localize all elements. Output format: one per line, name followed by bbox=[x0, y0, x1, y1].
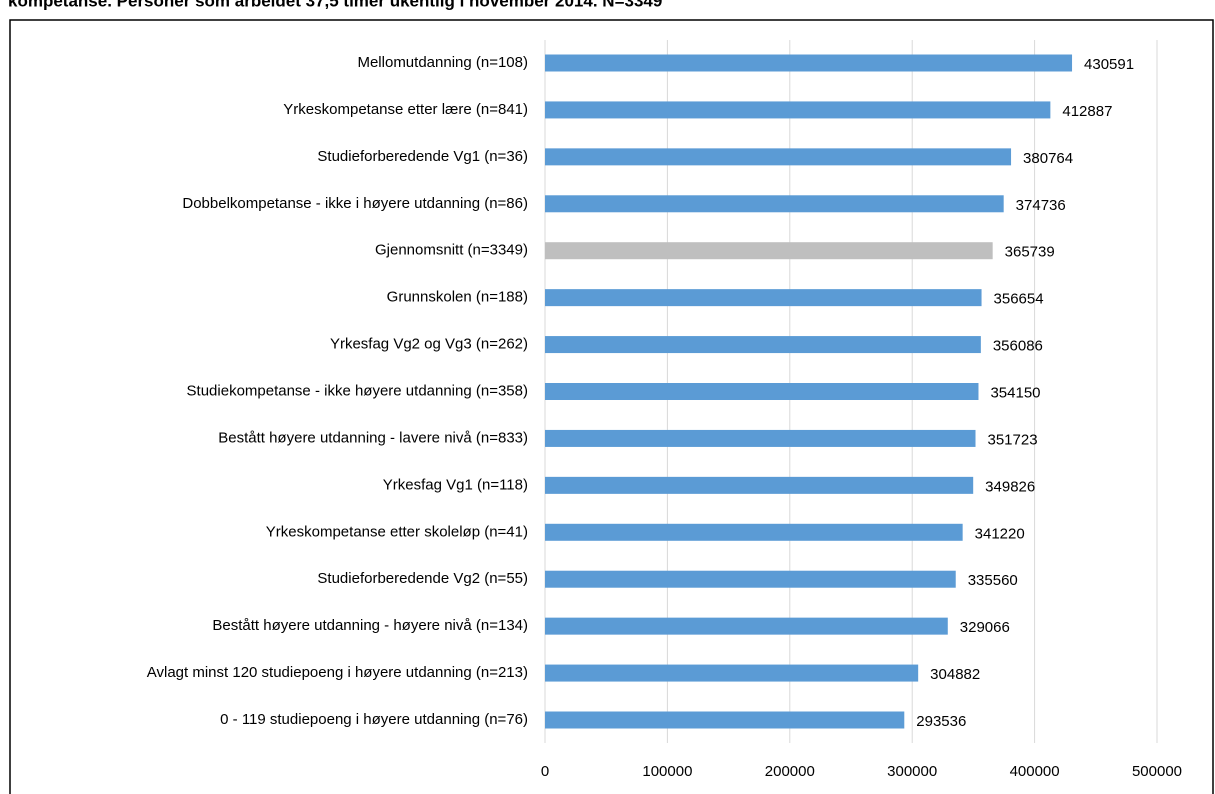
y-tick-label: Yrkeskompetanse etter skoleløp (n=41) bbox=[266, 523, 528, 540]
y-tick-label: Studieforberedende Vg1 (n=36) bbox=[317, 148, 528, 165]
bar bbox=[545, 101, 1051, 119]
bar bbox=[545, 336, 981, 354]
y-tick-label: Yrkeskompetanse etter lære (n=841) bbox=[283, 101, 528, 118]
bar bbox=[545, 617, 948, 635]
value-label: 354150 bbox=[990, 384, 1040, 401]
bar bbox=[545, 54, 1073, 72]
y-tick-label: Mellomutdanning (n=108) bbox=[357, 54, 528, 71]
bar bbox=[545, 711, 905, 729]
y-tick-label: Bestått høyere utdanning - lavere nivå (… bbox=[218, 429, 528, 446]
value-label: 380764 bbox=[1023, 150, 1073, 167]
x-tick-label: 200000 bbox=[765, 763, 815, 780]
y-tick-label: Dobbelkompetanse - ikke i høyere utdanni… bbox=[182, 195, 528, 212]
value-label: 412887 bbox=[1062, 103, 1112, 120]
y-tick-label: Avlagt minst 120 studiepoeng i høyere ut… bbox=[147, 664, 528, 681]
bar bbox=[545, 429, 976, 447]
value-label: 304882 bbox=[930, 666, 980, 683]
value-label: 356654 bbox=[994, 291, 1044, 308]
value-label: 341220 bbox=[975, 525, 1025, 542]
y-tick-label: Yrkesfag Vg1 (n=118) bbox=[383, 476, 528, 493]
bar bbox=[545, 383, 979, 400]
x-tick-label: 100000 bbox=[642, 763, 692, 780]
bar bbox=[545, 523, 963, 541]
value-label: 351723 bbox=[988, 431, 1038, 448]
bar bbox=[545, 289, 982, 307]
y-tick-label: Studiekompetanse - ikke høyere utdanning… bbox=[187, 382, 528, 399]
value-label: 329066 bbox=[960, 619, 1010, 636]
bar bbox=[545, 476, 974, 494]
value-label: 356086 bbox=[993, 338, 1043, 355]
value-label: 349826 bbox=[985, 478, 1035, 495]
x-tick-label: 400000 bbox=[1010, 763, 1060, 780]
y-tick-label: Grunnskolen (n=188) bbox=[387, 289, 528, 306]
y-tick-label: Studieforberedende Vg2 (n=55) bbox=[317, 570, 528, 587]
bar bbox=[545, 242, 993, 260]
x-tick-label: 500000 bbox=[1132, 763, 1182, 780]
bar bbox=[545, 570, 956, 588]
chart-title: kompetanse. Personer som arbeidet 37,5 t… bbox=[8, 0, 662, 10]
x-tick-label: 300000 bbox=[887, 763, 937, 780]
value-label: 430591 bbox=[1084, 56, 1134, 73]
bar bbox=[545, 195, 1004, 213]
y-tick-label: Bestått høyere utdanning - høyere nivå (… bbox=[212, 617, 528, 634]
value-label: 293536 bbox=[916, 713, 966, 730]
y-tick-label: 0 - 119 studiepoeng i høyere utdanning (… bbox=[220, 711, 528, 728]
value-label: 335560 bbox=[968, 572, 1018, 589]
y-tick-label: Yrkesfag Vg2 og Vg3 (n=262) bbox=[330, 336, 528, 353]
x-tick-label: 0 bbox=[541, 763, 549, 780]
bar bbox=[545, 664, 919, 682]
y-tick-label: Gjennomsnitt (n=3349) bbox=[375, 242, 528, 259]
bar bbox=[545, 148, 1012, 166]
value-label: 374736 bbox=[1016, 197, 1066, 214]
value-label: 365739 bbox=[1005, 244, 1055, 261]
